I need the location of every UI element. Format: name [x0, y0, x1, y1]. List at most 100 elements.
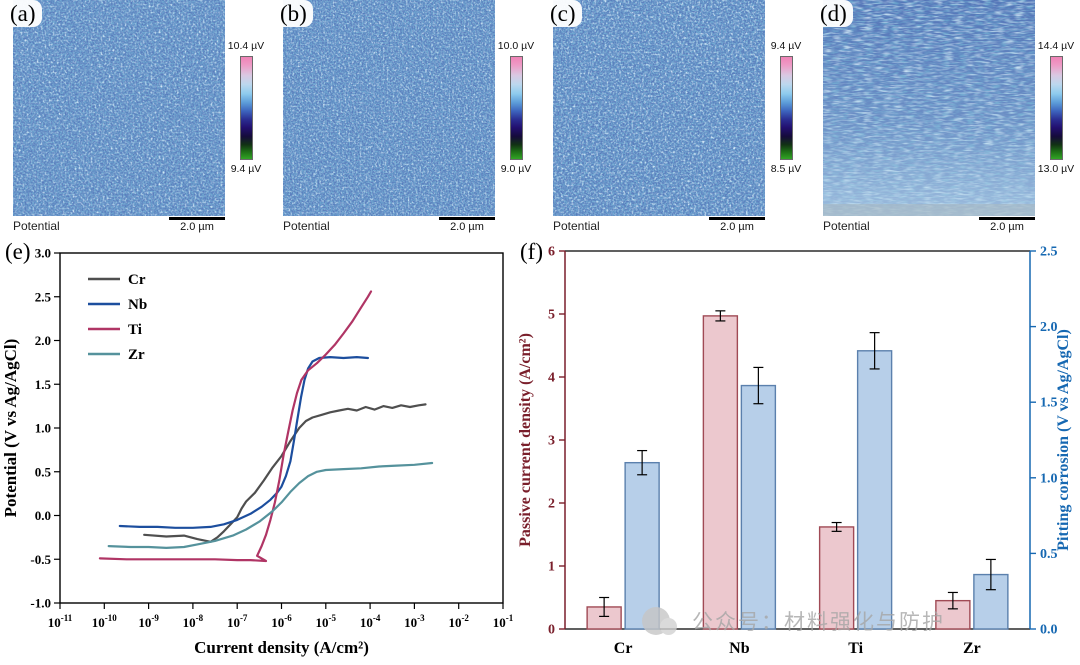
right-tick-label: 2.0 [1040, 320, 1058, 335]
scale-bar: 2.0 µm [709, 215, 765, 233]
series-line-Ti [98, 290, 373, 563]
series-line-Nb [118, 355, 369, 529]
x-tick-label: 10-4 [360, 613, 381, 630]
scale-bar-label: 2.0 µm [450, 221, 484, 233]
right-tick-label: 2.5 [1040, 245, 1058, 260]
left-tick-label: 5 [548, 308, 555, 323]
right-axis-title: Pitting corrosion (V vs Ag/AgCl) [1055, 329, 1072, 551]
y-tick-label: 3.0 [35, 246, 51, 261]
legend-label-Cr: Cr [128, 272, 146, 288]
panel-label-d: (d) [814, 0, 853, 27]
colorbar-a: 10.4 µV 9.4 µV [222, 40, 270, 176]
series-line-Cr [143, 403, 427, 543]
x-tick-label: 10-8 [183, 613, 204, 630]
scale-bar-line [709, 217, 765, 220]
colorbar-max-label: 10.0 µV [497, 40, 535, 52]
charts-row: (e) 10-11 10-10 10-9 10-8 10-7 10-6 10-5 10-4 10… [0, 237, 1080, 665]
map-footer: Potential 2.0 µm [13, 215, 225, 237]
x-tick-label: 10-9 [138, 613, 159, 630]
legend-label-Zr: Zr [128, 347, 145, 363]
category-label-Cr: Cr [614, 640, 633, 657]
x-tick-label: 10-3 [404, 613, 425, 630]
map-caption: Potential [283, 219, 330, 233]
left-tick-label: 0 [548, 623, 555, 638]
bar-pitting-Cr [624, 461, 660, 630]
colorbar-gradient [239, 56, 253, 160]
x-axis-title: Current density (A/cm²) [194, 638, 369, 657]
y-tick-label: 1.0 [35, 421, 51, 436]
left-tick-label: 1 [548, 560, 555, 575]
right-tick-label: 1.0 [1040, 471, 1058, 486]
panel-label-a: (a) [4, 0, 42, 27]
category-label-Nb: Nb [729, 640, 750, 657]
bar-chart-panel: (f) 0 1 2 3 4 5 6 0.0 0.5 1.0 1.5 2.0 2.5 Cr Nb Ti Zr Pas… [515, 237, 1080, 665]
left-tick-label: 4 [548, 371, 555, 386]
legend-label-Ti: Ti [128, 322, 142, 338]
kpfm-panel-c: (c) [540, 0, 810, 237]
polarization-chart-panel: (e) 10-11 10-10 10-9 10-8 10-7 10-6 10-5 10-4 10… [0, 237, 515, 665]
colorbar-max-label: 9.4 µV [770, 40, 802, 52]
map-caption: Potential [823, 219, 870, 233]
scale-bar-label: 2.0 µm [720, 221, 754, 233]
colorbar-gradient [509, 56, 523, 160]
x-tick-label: 10-2 [448, 613, 469, 630]
right-tick-label: 0.0 [1040, 623, 1058, 638]
x-tick-label: 10-11 [48, 613, 73, 630]
x-tick-label: 10-5 [316, 613, 337, 630]
map-footer: Potential 2.0 µm [283, 215, 495, 237]
panel-label-f: (f) [520, 239, 543, 264]
scale-bar: 2.0 µm [979, 215, 1035, 233]
scale-bar-line [169, 217, 225, 220]
y-tick-label: 0.0 [35, 508, 51, 523]
bar-pitting-Zr [973, 573, 1009, 630]
colorbar-gradient [1049, 56, 1063, 160]
scale-bar-label: 2.0 µm [990, 221, 1024, 233]
series-line-Zr [107, 461, 434, 549]
potential-map-c [553, 0, 765, 216]
scale-bar: 2.0 µm [439, 215, 495, 233]
category-label-Ti: Ti [848, 640, 863, 657]
scale-bar-line [979, 217, 1035, 220]
y-tick-label: 0.5 [35, 464, 52, 479]
kpfm-row: (a) [0, 0, 1080, 237]
bar-pitting-Nb [740, 384, 777, 630]
y-axis-title: Potential (V vs Ag/AgCl) [1, 339, 20, 518]
right-tick-label: 0.5 [1040, 547, 1058, 562]
y-tick-label: 1.5 [35, 377, 52, 392]
x-tick-label: 10-10 [92, 613, 117, 630]
bar-passive-Nb [702, 315, 739, 630]
colorbar-min-label: 9.4 µV [230, 163, 262, 175]
panel-label-c: (c) [544, 0, 582, 27]
potential-map-a [13, 0, 225, 216]
panel-label-e: (e) [5, 239, 31, 264]
left-tick-label: 6 [548, 245, 555, 260]
category-label-Zr: Zr [963, 640, 981, 657]
y-tick-label: 2.5 [35, 289, 52, 304]
colorbar-min-label: 8.5 µV [770, 163, 802, 175]
polarization-chart: 10-11 10-10 10-9 10-8 10-7 10-6 10-5 10-4 10-3 10… [1, 246, 514, 658]
potential-map-d [823, 0, 1035, 216]
right-tick-label: 1.5 [1040, 396, 1058, 411]
bar-pitting-Ti [856, 350, 893, 630]
potential-map-b [283, 0, 495, 216]
colorbar-gradient [779, 56, 793, 160]
plot-frame [59, 252, 504, 604]
x-tick-label: 10-7 [227, 613, 248, 630]
kpfm-panel-a: (a) [0, 0, 270, 237]
colorbar-d: 14.4 µV 13.0 µV [1032, 40, 1080, 176]
scale-bar-line [439, 217, 495, 220]
map-caption: Potential [553, 219, 600, 233]
colorbar-min-label: 9.0 µV [500, 163, 532, 175]
y-tick-label: -1.0 [30, 596, 51, 611]
colorbar-c: 9.4 µV 8.5 µV [762, 40, 810, 176]
bar-chart: 0 1 2 3 4 5 6 0.0 0.5 1.0 1.5 2.0 2.5 Cr Nb Ti Zr Passive… [517, 245, 1072, 658]
colorbar-b: 10.0 µV 9.0 µV [492, 40, 540, 176]
y-tick-label: -0.5 [30, 552, 51, 567]
colorbar-max-label: 14.4 µV [1037, 40, 1075, 52]
legend-label-Nb: Nb [128, 297, 147, 313]
colorbar-min-label: 13.0 µV [1037, 163, 1075, 175]
scale-bar-label: 2.0 µm [180, 221, 214, 233]
panel-label-b: (b) [274, 0, 313, 27]
left-tick-label: 3 [548, 434, 555, 449]
